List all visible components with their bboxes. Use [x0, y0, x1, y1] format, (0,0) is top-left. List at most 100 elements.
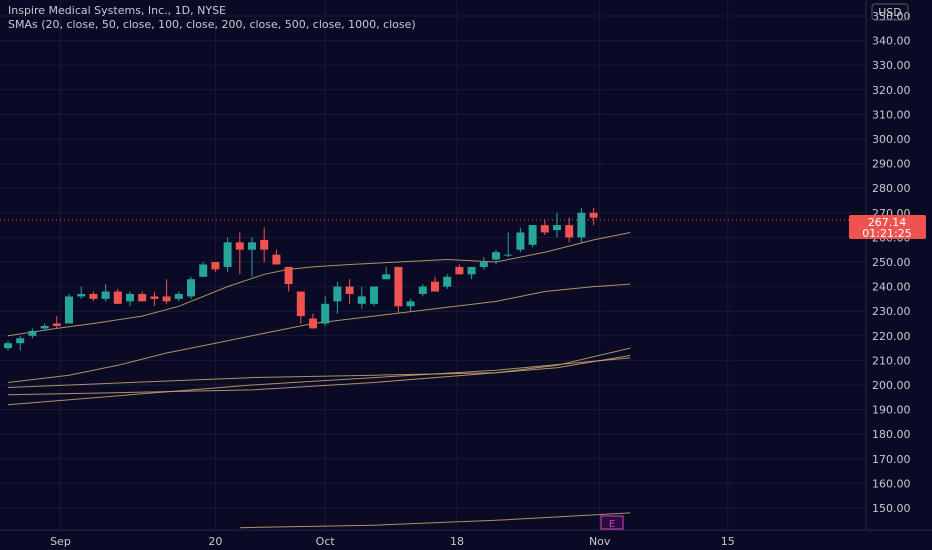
candle-body [443, 276, 452, 287]
candle [321, 296, 330, 326]
time-axis[interactable]: Sep 20 Oct 18 Nov 15 [50, 535, 735, 548]
candle-body [516, 232, 525, 250]
candle-body [492, 252, 500, 260]
candle-body [577, 212, 586, 238]
price-tick-label: 190.00 [872, 404, 911, 417]
price-tick-label: 150.00 [872, 502, 911, 515]
candle [443, 274, 452, 290]
candle-body [565, 225, 574, 238]
candle [52, 316, 61, 329]
candle [199, 262, 208, 277]
candle [174, 291, 183, 302]
candle [77, 286, 86, 299]
price-tick-label: 160.00 [872, 477, 911, 490]
candles [4, 207, 598, 351]
price-axis[interactable]: 150.00 160.00 170.00 180.00 190.00 200.00 210.… [872, 10, 911, 515]
price-tick-label: 210.00 [872, 354, 911, 367]
candle [260, 227, 269, 262]
price-tick-label: 320.00 [872, 84, 911, 97]
candle-body [150, 296, 159, 299]
candle [418, 284, 427, 297]
candle [187, 276, 195, 299]
price-tick-label: 240.00 [872, 281, 911, 294]
candle [16, 335, 25, 351]
price-tick-label: 220.00 [872, 330, 911, 343]
candle-body [479, 262, 488, 267]
chart-title: Inspire Medical Systems, Inc., 1D, NYSE [8, 4, 227, 17]
candle [528, 225, 537, 248]
candle [540, 220, 549, 235]
candle [333, 281, 342, 314]
candle [113, 289, 122, 304]
candle [467, 266, 476, 280]
time-tick-label: 15 [721, 535, 735, 548]
price-tick-label: 340.00 [872, 35, 911, 48]
candle [28, 328, 37, 339]
candle [4, 340, 12, 351]
candle [455, 264, 464, 275]
candle-body [174, 293, 183, 299]
candle [565, 217, 574, 243]
candle [150, 291, 159, 307]
candle-body [235, 242, 244, 250]
candle [479, 257, 488, 270]
candle-body [260, 239, 269, 250]
last-price-value: 267.14 [868, 216, 907, 229]
candle-body [589, 212, 598, 218]
candle-body [211, 262, 220, 270]
price-tick-label: 310.00 [872, 108, 911, 121]
candle-body [223, 242, 232, 267]
candle [553, 212, 561, 238]
candle [211, 262, 220, 272]
countdown-timer: 01:21:25 [862, 227, 911, 240]
candle [394, 266, 403, 314]
indicator-legend: SMAs (20, close, 50, close, 100, close, … [8, 18, 416, 31]
candle [406, 298, 415, 312]
time-tick-label: Nov [589, 535, 611, 548]
price-tick-label: 180.00 [872, 428, 911, 441]
price-tick-label: 330.00 [872, 59, 911, 72]
candle-body [345, 286, 354, 294]
grid-lines [0, 0, 932, 531]
price-tick-label: 170.00 [872, 453, 911, 466]
price-tick-label: 250.00 [872, 256, 911, 269]
candle-body [113, 291, 122, 304]
candle [577, 207, 586, 243]
candle-body [528, 225, 537, 245]
candle [89, 291, 98, 302]
candle-body [162, 296, 171, 302]
currency-badge[interactable]: USD [871, 3, 909, 21]
candle [272, 249, 281, 265]
candle-body [187, 279, 195, 297]
candle-body [418, 286, 427, 294]
candle-body [455, 266, 464, 275]
earnings-event-marker[interactable]: E [600, 515, 624, 530]
price-tick-label: 280.00 [872, 182, 911, 195]
sma-line [7, 355, 631, 388]
candle-body [28, 330, 37, 336]
sma-line [7, 357, 631, 406]
candle-body [16, 338, 25, 344]
candle-body [394, 266, 403, 307]
candle-body [272, 254, 281, 265]
earnings-event-label: E [609, 519, 615, 530]
candle [223, 237, 232, 272]
candle-body [89, 293, 98, 299]
price-tick-label: 300.00 [872, 133, 911, 146]
candle-body [52, 323, 61, 326]
sma-line [7, 347, 631, 396]
price-tick-label: 290.00 [872, 158, 911, 171]
candle [101, 284, 110, 302]
candle-body [101, 291, 110, 299]
price-tick-label: 230.00 [872, 305, 911, 318]
candle-body [370, 286, 378, 304]
sma-line [7, 232, 631, 337]
currency-label: USD [878, 6, 902, 19]
candle-body [65, 296, 73, 324]
candle [296, 291, 305, 324]
candle [162, 279, 171, 304]
candle [357, 286, 366, 309]
time-tick-label: 20 [208, 535, 222, 548]
